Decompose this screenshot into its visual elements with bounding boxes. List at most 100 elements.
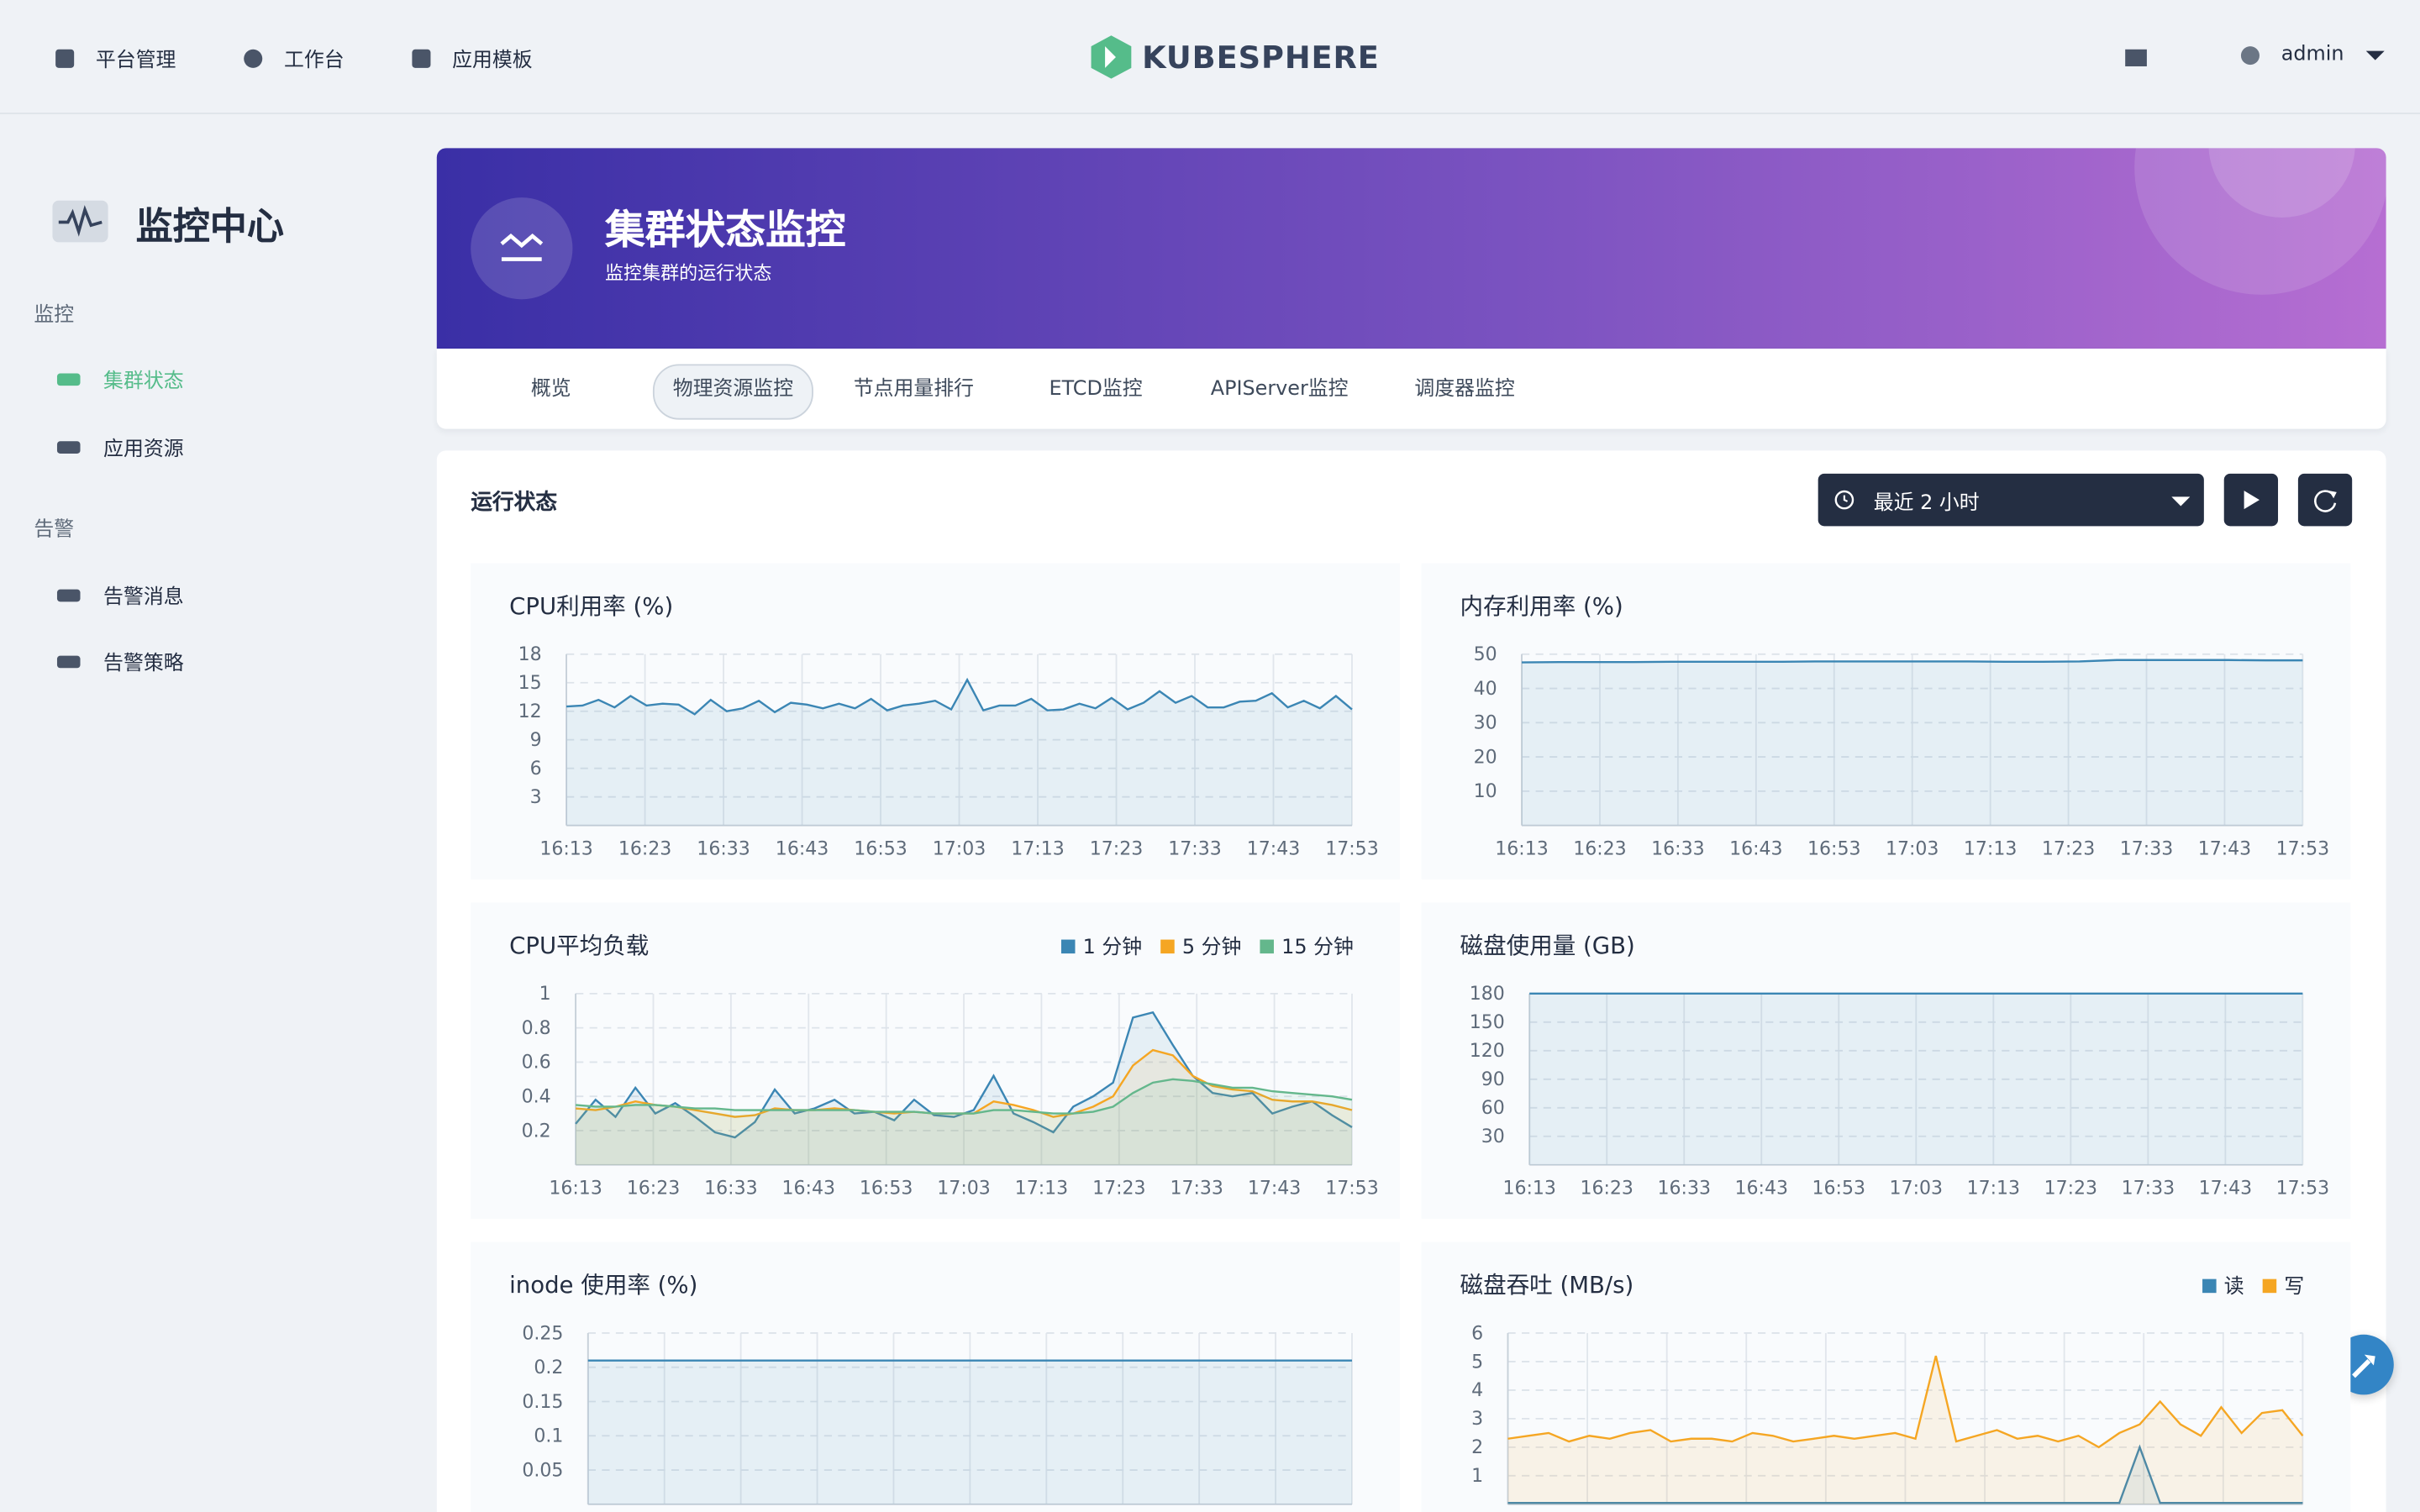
- legend-swatch: [1260, 939, 1274, 954]
- x-tick-label: 16:33: [697, 839, 750, 860]
- nav-item[interactable]: 平台管理: [55, 43, 176, 72]
- chart: CPU利用率 (%) 16:13 16:23 16:33 16:43 16:53 17:03…: [509, 593, 1379, 860]
- x-tick-label: 16:23: [1573, 839, 1627, 860]
- banner: 集群状态监控 监控集群的运行状态: [436, 148, 2386, 349]
- y-tick-label: 10: [1474, 781, 1497, 802]
- area: [576, 1050, 1352, 1165]
- x-tick-label: 17:43: [1248, 1179, 1302, 1200]
- chart-card: 磁盘使用量 (GB) 16:13 16:23 16:33 16:43 16:53 17:03…: [1421, 902, 2351, 1220]
- y-tick-label: 9: [530, 730, 542, 751]
- y-tick-label: 30: [1474, 713, 1497, 734]
- legend-swatch: [2262, 1278, 2277, 1294]
- sidebar-item[interactable]: 告警策略: [56, 647, 184, 676]
- chart: 磁盘使用量 (GB) 16:13 16:23 16:33 16:43 16:53 17:03…: [1460, 932, 2330, 1200]
- chart-title: 磁盘吞吐 (MB/s): [1460, 1272, 1634, 1299]
- area: [1529, 993, 2303, 1165]
- x-tick-label: 17:53: [2276, 1179, 2329, 1200]
- y-tick-label: 5: [1471, 1352, 1483, 1373]
- y-tick-label: 4: [1471, 1380, 1483, 1401]
- docs-icon[interactable]: [2125, 49, 2147, 66]
- area: [566, 680, 1352, 826]
- user-menu[interactable]: admin: [2240, 43, 2385, 66]
- y-tick-label: 120: [1470, 1041, 1505, 1062]
- x-tick-label: 17:23: [2044, 1179, 2098, 1200]
- x-tick-label: 17:23: [1090, 839, 1144, 860]
- chart-title: 内存利用率 (%): [1460, 593, 1623, 620]
- x-tick-label: 16:33: [1651, 839, 1705, 860]
- x-tick-label: 17:13: [1015, 1179, 1068, 1200]
- play-button[interactable]: [2223, 473, 2279, 527]
- tab[interactable]: 调度器监控: [1414, 378, 1515, 402]
- nav-item[interactable]: 应用模板: [412, 43, 533, 73]
- chart: inode 使用率 (%)16:1316:2316:3316:4316:5317…: [509, 1272, 1353, 1505]
- sidebar-item-label: 集群状态: [103, 370, 184, 394]
- x-tick-label: 17:23: [1092, 1179, 1146, 1200]
- x-tick-label: 17:03: [1890, 1179, 1944, 1200]
- sidebar-title: 监控中心: [135, 205, 284, 249]
- tab[interactable]: 概览: [530, 378, 571, 402]
- y-tick-label: 0.15: [522, 1392, 563, 1413]
- x-tick-label: 17:03: [937, 1179, 991, 1200]
- nav-label: 应用模板: [452, 49, 533, 73]
- tab[interactable]: 物理资源监控: [652, 364, 813, 420]
- area: [1507, 1446, 2303, 1504]
- sidebar-group-label: 监控: [34, 303, 75, 328]
- sidebar-item[interactable]: 应用资源: [56, 432, 184, 461]
- sidebar-item-label: 告警策略: [103, 652, 184, 676]
- x-tick-label: 17:03: [1886, 839, 1939, 860]
- y-tick-label: 1: [539, 984, 551, 1005]
- y-tick-label: 3: [1471, 1409, 1483, 1430]
- area: [587, 1360, 1352, 1504]
- chart-title: 磁盘使用量 (GB): [1460, 932, 1635, 959]
- y-tick-label: 30: [1481, 1126, 1505, 1147]
- x-tick-label: 16:43: [776, 839, 829, 860]
- x-tick-label: 16:33: [1657, 1179, 1710, 1200]
- x-tick-label: 17:33: [1170, 1179, 1223, 1200]
- y-tick-label: 3: [530, 787, 542, 808]
- sidebar-group-label: 告警: [34, 518, 75, 542]
- chart-title: inode 使用率 (%): [509, 1272, 697, 1299]
- tab[interactable]: 节点用量排行: [853, 378, 974, 402]
- y-tick-label: 60: [1481, 1098, 1505, 1119]
- chart-card: CPU平均负载 16:13 16:23 16:33 16:43 16:53 17:03 17:…: [471, 902, 1400, 1220]
- x-tick-label: 16:53: [1807, 839, 1860, 860]
- chart-card: inode 使用率 (%)16:1316:2316:3316:4316:5317…: [471, 1242, 1400, 1512]
- logo-text: KUBESPHERE: [1142, 38, 1380, 76]
- x-tick-label: 16:43: [1729, 839, 1782, 860]
- y-tick-label: 6: [530, 759, 542, 780]
- tab[interactable]: ETCD监控: [1049, 378, 1143, 402]
- x-tick-label: 16:23: [1580, 1179, 1634, 1200]
- sidebar-item[interactable]: 集群状态: [56, 364, 184, 394]
- area: [1507, 1356, 2303, 1504]
- x-tick-label: 16:53: [860, 1179, 913, 1200]
- sidebar-icon: [52, 200, 108, 243]
- legend-swatch: [1160, 939, 1175, 954]
- time-range-select[interactable]: 最近 2 小时: [1818, 473, 2204, 527]
- nav-label: 工作台: [283, 49, 345, 73]
- x-tick-label: 17:53: [1325, 1179, 1379, 1200]
- nav-item[interactable]: 工作台: [244, 43, 345, 73]
- y-tick-label: 2: [1471, 1437, 1483, 1458]
- sidebar-item-icon: [56, 372, 81, 386]
- refresh-button[interactable]: [2297, 473, 2353, 527]
- y-tick-label: 0.8: [522, 1018, 551, 1039]
- y-tick-label: 12: [518, 701, 542, 722]
- y-tick-label: 0.1: [534, 1426, 563, 1447]
- sidebar-item-label: 告警消息: [103, 585, 184, 610]
- x-tick-label: 16:43: [782, 1179, 836, 1200]
- chart: 磁盘吞吐 (MB/s)16:1316:2316:3316:4316:5317:0…: [1460, 1272, 2304, 1505]
- logo[interactable]: KUBESPHERE: [1090, 34, 1380, 80]
- y-tick-label: 20: [1474, 747, 1497, 768]
- nav-icon: [55, 48, 75, 67]
- tab[interactable]: APIServer监控: [1210, 378, 1349, 402]
- user-icon: [2240, 45, 2260, 65]
- chart: CPU平均负载 16:13 16:23 16:33 16:43 16:53 17:03 17:…: [509, 932, 1379, 1200]
- sidebar-item-icon: [56, 588, 81, 601]
- x-tick-label: 16:13: [549, 1179, 602, 1200]
- y-tick-label: 50: [1474, 644, 1497, 665]
- legend-swatch: [1060, 939, 1076, 954]
- x-tick-label: 16:53: [1812, 1179, 1865, 1200]
- sidebar-item[interactable]: 告警消息: [56, 580, 184, 610]
- x-tick-label: 16:13: [1495, 839, 1549, 860]
